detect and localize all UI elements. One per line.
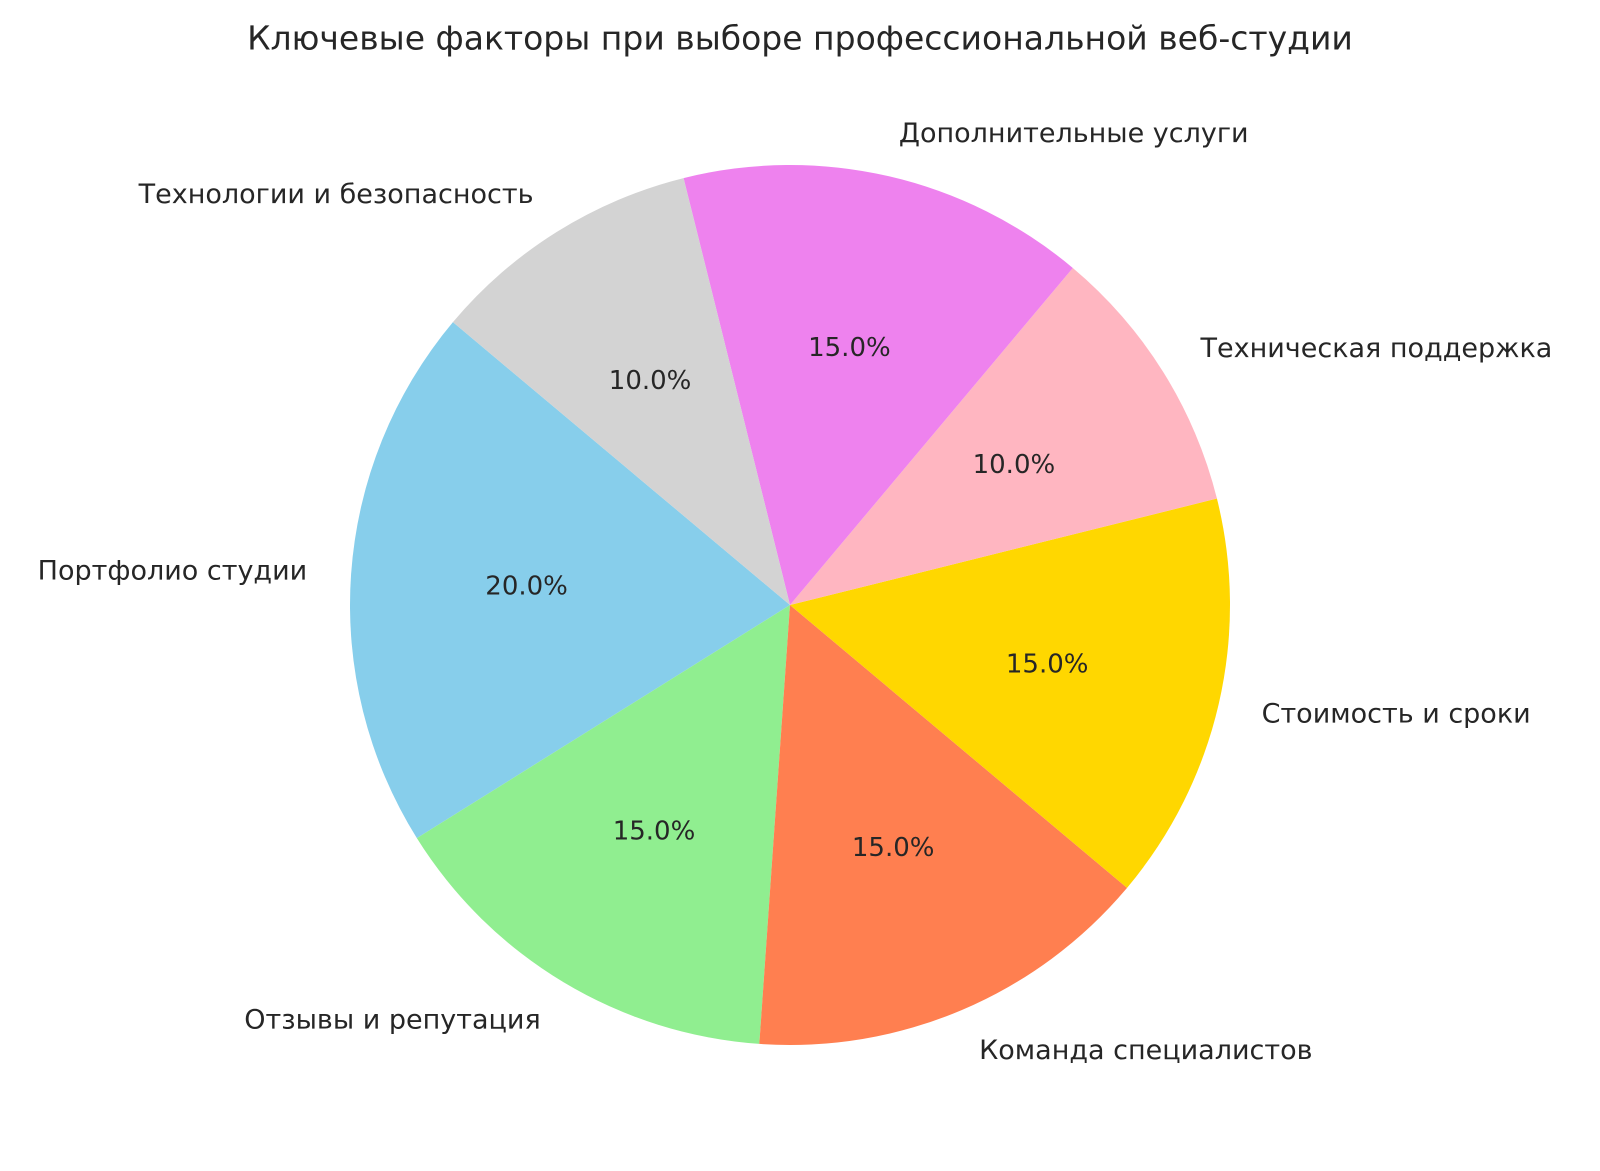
pie-slice-4 — [790, 267, 1217, 605]
slice-label-5: Дополнительные услуги — [899, 118, 1249, 149]
slice-label-1: Отзывы и репутация — [244, 1004, 540, 1035]
slice-pct-3: 15.0% — [1006, 649, 1089, 679]
pie-slice-5 — [683, 164, 1073, 605]
slice-label-6: Технологии и безопасность — [138, 179, 534, 210]
slice-pct-4: 10.0% — [973, 450, 1056, 480]
slice-label-0: Портфолио студии — [38, 556, 308, 587]
slice-pct-5: 15.0% — [808, 333, 891, 363]
chart-title: Ключевые факторы при выборе профессионал… — [247, 19, 1353, 58]
slice-pct-1: 15.0% — [613, 816, 696, 846]
slice-pct-2: 15.0% — [852, 833, 935, 863]
slice-label-2: Команда специалистов — [979, 1035, 1312, 1066]
pie-slices-layer — [350, 164, 1231, 1046]
pie-slice-0 — [350, 322, 790, 839]
pie-slice-2 — [759, 605, 1128, 1046]
slice-label-3: Стоимость и сроки — [1262, 698, 1531, 729]
slice-label-4: Техническая поддержка — [1200, 333, 1553, 364]
pie-text-layer: 20.0% Портфолио студии 15.0% Отзывы и репут… — [38, 118, 1553, 1066]
pie-slice-6 — [452, 178, 790, 605]
slice-pct-6: 10.0% — [609, 366, 692, 396]
slice-pct-0: 20.0% — [485, 572, 568, 602]
pie-slice-1 — [416, 605, 790, 1044]
pie-slice-3 — [790, 498, 1231, 888]
